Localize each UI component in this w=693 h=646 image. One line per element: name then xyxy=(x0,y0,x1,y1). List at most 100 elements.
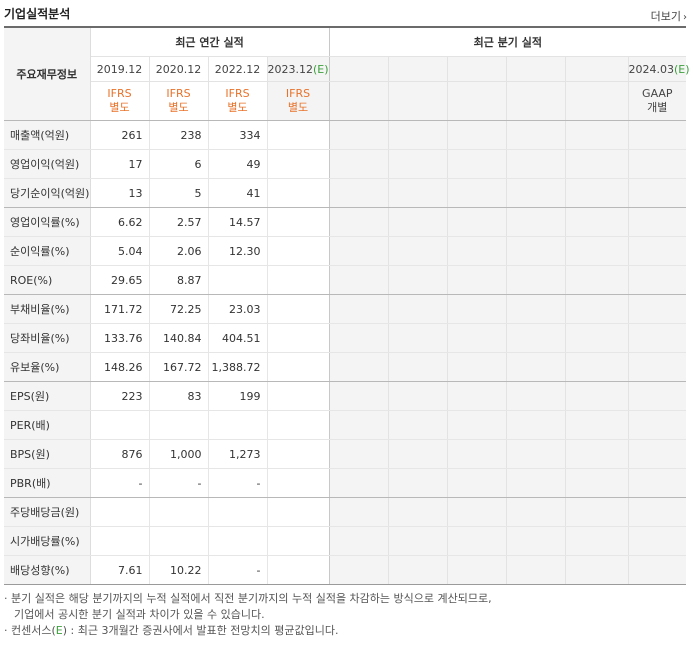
table-cell xyxy=(90,526,150,556)
table-row: 유보율(%) 148.26 167.72 1,388.72 xyxy=(4,352,687,382)
table-cell xyxy=(208,526,268,556)
quarter-cell xyxy=(329,410,389,440)
table-cell: 14.57 xyxy=(208,207,268,237)
table-row: 배당성향(%) 7.61 10.22- xyxy=(4,555,687,585)
quarter-cell xyxy=(506,381,566,411)
annual-standard: IFRS 별도 xyxy=(208,81,268,121)
quarter-cell xyxy=(388,178,448,208)
table-cell xyxy=(208,497,268,527)
table-row: ROE(%) 29.65 8.87 xyxy=(4,265,687,295)
table-cell: 1,388.72 xyxy=(208,352,268,382)
quarter-cell xyxy=(329,236,389,266)
row-label: 순이익률(%) xyxy=(4,236,91,266)
row-label: 당좌비율(%) xyxy=(4,323,91,353)
row-label: 배당성향(%) xyxy=(4,555,91,585)
table-cell xyxy=(267,294,330,324)
quarter-cell xyxy=(565,497,629,527)
quarter-cell xyxy=(628,149,687,179)
table-cell: 404.51 xyxy=(208,323,268,353)
table-cell: 7.61 xyxy=(90,555,150,585)
quarter-cell xyxy=(329,294,389,324)
row-label: PER(배) xyxy=(4,410,91,440)
table-cell xyxy=(267,120,330,150)
quarter-cell xyxy=(388,294,448,324)
quarter-cell xyxy=(388,555,448,585)
quarter-cell xyxy=(628,439,687,469)
table-cell xyxy=(267,497,330,527)
annual-standard: IFRS 별도 xyxy=(267,81,330,121)
table-cell: 5.04 xyxy=(90,236,150,266)
header-row-groups: 주요재무정보 최근 연간 실적 최근 분기 실적 xyxy=(4,27,687,121)
row-label: PBR(배) xyxy=(4,468,91,498)
row-label: 영업이익률(%) xyxy=(4,207,91,237)
table-row: 당기순이익(억원) 13 5 41 xyxy=(4,178,687,208)
period-label: 2022.12 xyxy=(214,62,261,76)
quarter-cell xyxy=(506,526,566,556)
annual-period: 2023.12(E) xyxy=(267,56,330,82)
table-cell xyxy=(208,265,268,295)
table-cell xyxy=(267,352,330,382)
quarter-cell xyxy=(628,468,687,498)
footnotes: · 분기 실적은 해당 분기까지의 누적 실적에서 직전 분기까지의 누적 실적… xyxy=(4,591,492,639)
quarter-cell xyxy=(506,120,566,150)
quarter-cell xyxy=(388,468,448,498)
standard-label: IFRS xyxy=(225,87,250,100)
table-cell: 261 xyxy=(90,120,150,150)
quarter-cell xyxy=(329,207,389,237)
quarter-cell xyxy=(388,236,448,266)
financial-summary: 주요재무정보 최근 연간 실적 최근 분기 실적 2019.12 2020.12 2022… xyxy=(4,26,690,585)
table-cell: - xyxy=(208,468,268,498)
quarter-cell xyxy=(388,323,448,353)
row-label: 영업이익(억원) xyxy=(4,149,91,179)
table-cell xyxy=(267,265,330,295)
quarter-cell xyxy=(628,497,687,527)
table-cell: - xyxy=(208,555,268,585)
quarter-cell xyxy=(388,381,448,411)
quarter-cell xyxy=(628,410,687,440)
quarter-cell xyxy=(565,439,629,469)
quarter-cell xyxy=(565,381,629,411)
quarter-cell xyxy=(506,555,566,585)
table-row: EPS(원) 223 83 199 xyxy=(4,381,687,411)
table-cell: 83 xyxy=(149,381,209,411)
standard-type: 별도 xyxy=(227,101,248,114)
quarter-standard xyxy=(565,81,629,121)
standard-label: IFRS xyxy=(107,87,132,100)
row-label: 유보율(%) xyxy=(4,352,91,382)
standard-label: IFRS xyxy=(166,87,191,100)
quarter-cell xyxy=(447,381,507,411)
quarter-cell xyxy=(565,468,629,498)
quarter-cell xyxy=(329,555,389,585)
table-row: 주당배당금(원) xyxy=(4,497,687,527)
quarter-cell xyxy=(447,352,507,382)
more-link[interactable]: 더보기 › xyxy=(651,8,687,24)
quarter-cell xyxy=(628,323,687,353)
table-cell xyxy=(267,439,330,469)
quarter-period xyxy=(329,56,389,82)
quarter-cell xyxy=(447,207,507,237)
table-cell: 1,273 xyxy=(208,439,268,469)
quarter-cell xyxy=(329,265,389,295)
quarter-cell xyxy=(388,410,448,440)
table-cell: 72.25 xyxy=(149,294,209,324)
quarter-cell xyxy=(447,468,507,498)
table-cell: - xyxy=(149,468,209,498)
annual-group-label: 최근 연간 실적 xyxy=(90,27,330,57)
header-row-periods: 2019.12 2020.12 2022.12 2023.12(E) 2024.03(E… xyxy=(4,56,690,82)
quarter-cell xyxy=(329,439,389,469)
more-label[interactable]: 더보기 xyxy=(650,10,681,23)
quarter-cell xyxy=(565,236,629,266)
table-cell xyxy=(267,555,330,585)
table-cell: 17 xyxy=(90,149,150,179)
row-label: ROE(%) xyxy=(4,265,91,295)
quarter-cell xyxy=(329,149,389,179)
table-cell xyxy=(267,236,330,266)
footnote-quarter-cont: 기업에서 공시한 분기 실적과 차이가 있을 수 있습니다. xyxy=(14,608,265,621)
table-cell xyxy=(267,381,330,411)
estimate-mark: (E) xyxy=(674,62,690,76)
table-cell xyxy=(149,497,209,527)
quarter-period xyxy=(447,56,507,82)
quarter-cell xyxy=(565,120,629,150)
header-row-standards: IFRS 별도 IFRS 별도 IFRS 별도 IFRS 별도 GAAP 개별 xyxy=(4,81,687,121)
table-cell xyxy=(267,468,330,498)
